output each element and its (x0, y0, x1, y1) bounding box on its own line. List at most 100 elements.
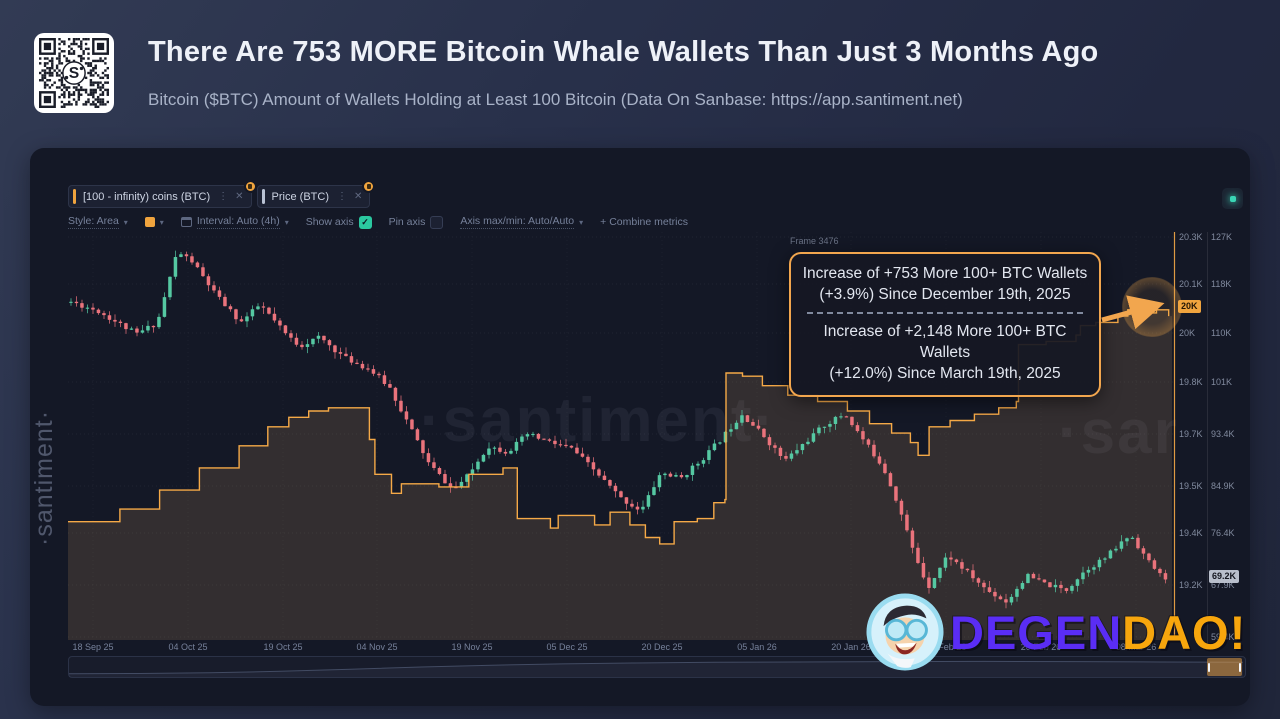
annotation-line: (+12.0%) Since March 19th, 2025 (829, 365, 1061, 382)
watermark-side: ·santiment· (30, 409, 58, 547)
checkbox-unchecked-icon[interactable] (430, 215, 444, 229)
wallet-axis-tick: 19.5K (1179, 481, 1203, 491)
page-subtitle: Bitcoin ($BTC) Amount of Wallets Holding… (148, 90, 963, 109)
price-axis-tick: 84.9K (1211, 481, 1235, 491)
wallet-axis-tick: 19.4K (1179, 528, 1203, 538)
premium-badge-icon (362, 180, 376, 193)
metric-chip-price[interactable]: Price (BTC) ⋮ ✕ (256, 180, 376, 208)
brush-handle-right[interactable] (1239, 663, 1241, 672)
kebab-menu-icon[interactable]: ⋮ (218, 191, 229, 202)
pin-axis-label: Pin axis (388, 216, 426, 228)
color-selector[interactable]: ▾ (144, 217, 164, 227)
degendao-avatar-icon (866, 593, 944, 671)
wallet-axis-tick: 20.1K (1179, 279, 1203, 289)
gridlines (68, 236, 1176, 638)
candlestick-series (69, 250, 1168, 609)
price-axis-tick: 67.9K (1211, 580, 1235, 590)
interval-label: Interval: Auto (4h) (196, 215, 280, 229)
price-axis-tick: 118K (1211, 279, 1232, 289)
page-title: There Are 753 MORE Bitcoin Whale Wallets… (148, 36, 1099, 68)
x-axis-label: 04 Oct 25 (168, 642, 208, 652)
pin-axis-toggle[interactable]: Pin axis (388, 215, 444, 229)
frame-label: Frame 3476 (790, 236, 839, 246)
price-axis-tick: 110K (1211, 328, 1232, 338)
x-axis-labels: 18 Sep 25 04 Oct 25 19 Oct 25 04 Nov 25 19 N… (68, 642, 1176, 655)
x-axis-label: 19 Nov 25 (451, 642, 493, 652)
chevron-down-icon: ▾ (159, 217, 164, 227)
timeline-brush[interactable] (68, 656, 1246, 678)
axis-maxmin-label: Axis max/min: Auto/Auto (460, 215, 575, 229)
wallet-axis-tick: 19.2K (1179, 580, 1203, 590)
annotation-arrow-icon (1101, 295, 1165, 330)
metric-chip-wallets[interactable]: [100 - infinity) coins (BTC) ⋮ ✕ (68, 180, 257, 208)
brand-logo: DEGENDAO! (866, 593, 1246, 671)
brush-handle-left[interactable] (1208, 663, 1210, 672)
combine-metrics-button[interactable]: + Combine metrics (600, 216, 688, 228)
wallet-area-fill (68, 306, 1172, 640)
brush-sparkline (68, 660, 1244, 677)
style-label: Style: Area (68, 215, 119, 229)
price-current-value-badge: 69.2K (1209, 570, 1240, 583)
brand-dao: DAO! (1122, 605, 1247, 659)
brand-degen: DEGEN (950, 605, 1123, 659)
x-axis-label: 04 Nov 25 (356, 642, 398, 652)
x-axis-label: 19 Oct 25 (263, 642, 303, 652)
close-icon[interactable]: ✕ (354, 191, 363, 202)
show-axis-label: Show axis (305, 216, 354, 228)
price-axis-tick: 76.4K (1211, 528, 1235, 538)
x-axis-label: 20 Jan 26 (831, 642, 871, 652)
svg-text:S: S (69, 65, 79, 82)
annotation-line: Increase of +753 More 100+ BTC Wallets (802, 265, 1088, 282)
chevron-down-icon: ▾ (579, 217, 584, 227)
x-axis-label: 08 Mar 26 (1115, 642, 1157, 652)
price-axis-tick: 127K (1211, 232, 1233, 242)
annotation-callout: Increase of +753 More 100+ BTC Wallets (… (789, 252, 1101, 397)
price-axis-tick: 93.4K (1211, 429, 1235, 439)
interval-selector[interactable]: Interval: Auto (4h) ▾ (180, 215, 289, 229)
metric-color-bar (261, 189, 265, 204)
close-icon[interactable]: ✕ (235, 191, 244, 202)
annotation-line: (+3.9%) Since December 19th, 2025 (819, 286, 1071, 303)
price-axis-tick: 59.4K (1211, 632, 1235, 642)
x-axis-label: 18 Sep 25 (72, 642, 114, 652)
metric-chips: [100 - infinity) coins (BTC) ⋮ ✕ Price (… (68, 180, 376, 208)
kebab-menu-icon[interactable]: ⋮ (337, 191, 347, 202)
wallet-axis-tick: 20.3K (1179, 232, 1203, 242)
calendar-icon (180, 217, 192, 227)
show-axis-toggle[interactable]: Show axis ✓ (305, 215, 372, 229)
annotation-line: Increase of +2,148 More 100+ BTC Wallets (823, 323, 1067, 361)
wallet-axis-tick: 20K (1179, 328, 1196, 338)
qr-code-pattern: S (39, 38, 109, 108)
color-swatch (144, 217, 155, 227)
x-axis-label: 05 Jan 26 (737, 642, 777, 652)
style-selector[interactable]: Style: Area ▾ (68, 215, 128, 229)
metric-chip-label: [100 - infinity) coins (BTC) (83, 190, 211, 203)
wallet-axis-tick: 19.7K (1179, 429, 1203, 439)
qr-code: S (34, 33, 114, 113)
chart-toolbar: Style: Area ▾ ▾ Interval: Auto (4h) ▾ Sh… (68, 215, 688, 229)
brand-wordmark: DEGENDAO! (950, 605, 1246, 660)
premium-badge-icon (243, 180, 257, 193)
price-axis-tick: 101K (1211, 377, 1233, 387)
checkbox-checked-icon[interactable]: ✓ (358, 215, 372, 229)
metric-color-bar (73, 189, 76, 204)
brush-selection[interactable] (1207, 658, 1242, 676)
status-dot-icon (1229, 195, 1236, 202)
x-axis-label: 05 Feb 26 (925, 642, 967, 652)
x-axis-label: 20 Dec 25 (641, 642, 683, 652)
annotation-divider (807, 312, 1083, 314)
axis-divider-line (1207, 232, 1208, 646)
x-axis-label: 05 Dec 25 (546, 642, 588, 652)
chevron-down-icon: ▾ (284, 217, 289, 227)
wallet-current-value-badge: 20K (1178, 300, 1201, 313)
metric-chip-label: Price (BTC) (271, 190, 329, 203)
axis-maxmin-selector[interactable]: Axis max/min: Auto/Auto ▾ (460, 215, 583, 229)
price-y-axis: 127K 118K 110K 101K 93.4K 84.9K 76.4K 67.9K 59.4… (1211, 232, 1247, 652)
panel-action-button[interactable] (1222, 188, 1243, 209)
header: S There Are 753 MORE Bitcoin Whale Walle… (0, 0, 1280, 148)
chevron-down-icon: ▾ (123, 217, 128, 227)
x-axis-label: 20 Feb 26 (1020, 642, 1062, 652)
wallet-y-axis: 20.3K 20.1K 20K 19.8K 19.7K 19.5K 19.4K 19.2K (1179, 232, 1206, 652)
combine-metrics-label: + Combine metrics (600, 216, 688, 228)
wallet-axis-tick: 19.8K (1179, 377, 1203, 387)
